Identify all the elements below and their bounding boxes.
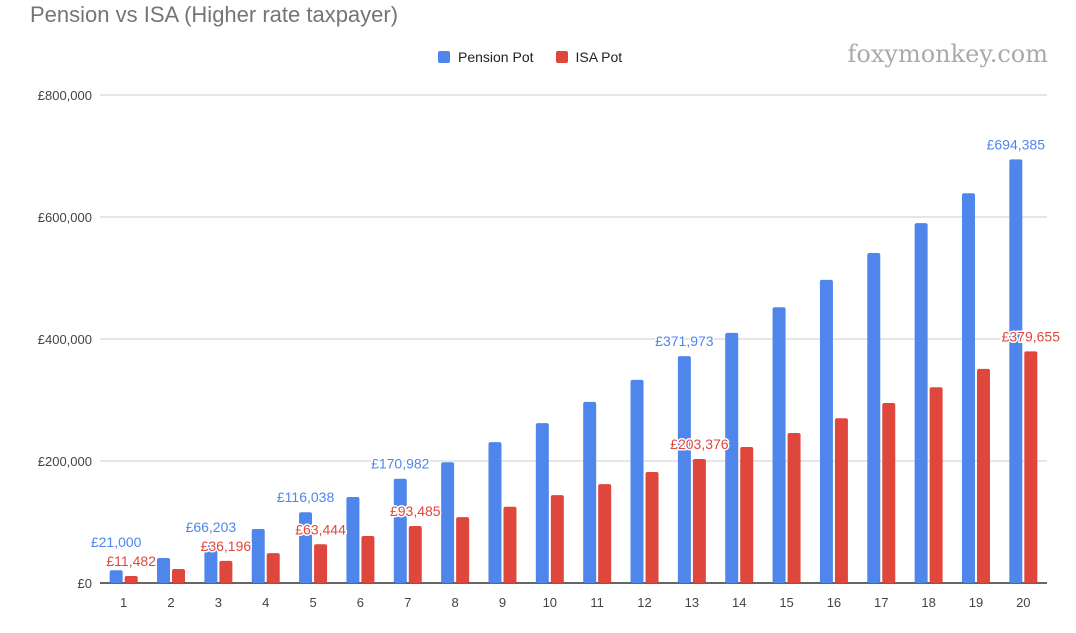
x-tick-label: 12 (637, 595, 651, 610)
x-tick-label: 13 (685, 595, 699, 610)
x-tick-label: 16 (827, 595, 841, 610)
legend-swatch-isa (555, 51, 568, 63)
x-tick-label: 15 (779, 595, 793, 610)
bar-isa (172, 568, 186, 583)
data-label-isa: £63,444 (295, 521, 346, 537)
legend-swatch-pension (438, 51, 450, 63)
bar-pension (725, 332, 739, 583)
data-label-isa: £379,655 (1002, 328, 1061, 344)
data-label-pension: £371,973 (655, 333, 714, 349)
bar-isa (882, 403, 896, 583)
bar-isa (929, 387, 943, 583)
data-label-pension: £694,385 (987, 136, 1046, 152)
chart-title: Pension vs ISA (Higher rate taxpayer) (30, 2, 399, 27)
bar-isa (361, 536, 375, 583)
x-tick-label: 2 (167, 595, 174, 610)
watermark: foxymonkey.com (847, 40, 1048, 68)
bar-isa (976, 368, 990, 583)
bar-pension (867, 252, 881, 584)
data-label-isa: £203,376 (670, 436, 729, 452)
data-label-isa: £36,196 (201, 538, 252, 554)
x-tick-label: 10 (543, 595, 557, 610)
bar-pension (677, 356, 691, 583)
x-tick-label: 14 (732, 595, 746, 610)
bar-pension (583, 401, 597, 583)
bar-pension (488, 442, 502, 583)
bar-pension (772, 307, 786, 583)
bar-isa (219, 560, 233, 583)
bar-isa (550, 495, 564, 583)
x-tick-label: 11 (590, 595, 604, 610)
bar-isa (314, 544, 328, 583)
bar-pension (535, 423, 549, 583)
y-tick-label: £0 (78, 576, 92, 591)
x-tick-label: 6 (357, 595, 364, 610)
bar-pension (109, 570, 123, 583)
bar-pension (393, 478, 407, 583)
x-tick-label: 5 (309, 595, 316, 610)
bar-isa (408, 525, 422, 583)
y-tick-label: £800,000 (38, 88, 92, 103)
x-tick-label: 17 (874, 595, 888, 610)
bar-isa (124, 575, 138, 583)
x-tick-label: 18 (921, 595, 935, 610)
bar-isa (503, 506, 517, 583)
data-label-isa: £93,485 (390, 503, 441, 519)
x-tick-label: 9 (499, 595, 506, 610)
bar-pension (914, 223, 928, 583)
x-tick-label: 20 (1016, 595, 1030, 610)
x-tick-label: 3 (215, 595, 222, 610)
bar-pension (630, 379, 644, 583)
x-tick-label: 8 (452, 595, 459, 610)
data-label-pension: £170,982 (371, 456, 430, 472)
bar-pension (961, 193, 975, 583)
bar-pension (251, 529, 265, 583)
legend: Pension Pot ISA Pot (438, 49, 622, 65)
y-tick-label: £200,000 (38, 454, 92, 469)
x-tick-label: 19 (969, 595, 983, 610)
data-label-pension: £116,038 (277, 489, 335, 505)
bar-pension (299, 512, 313, 583)
legend-label-pension: Pension Pot (458, 49, 534, 65)
bar-isa (1024, 351, 1038, 583)
bar-pension (157, 557, 171, 583)
bar-isa (692, 458, 706, 583)
bar-isa (456, 517, 470, 583)
bar-pension (819, 279, 833, 583)
bar-isa (787, 432, 801, 583)
bar-isa (834, 418, 848, 583)
bar-isa (740, 446, 754, 583)
bar-isa (598, 484, 612, 583)
bar-pension (204, 542, 218, 583)
x-tick-label: 4 (262, 595, 269, 610)
bar-isa (645, 471, 659, 583)
bar-pension (441, 462, 455, 583)
data-label-pension: £21,000 (91, 534, 142, 550)
bar-pension (1009, 159, 1023, 583)
y-tick-label: £600,000 (38, 210, 92, 225)
legend-label-isa: ISA Pot (575, 49, 623, 65)
data-label-isa: £11,482 (106, 553, 156, 569)
bar-isa (266, 553, 280, 583)
x-tick-label: 7 (404, 595, 411, 610)
y-tick-label: £400,000 (38, 332, 92, 347)
bar-pension (346, 496, 360, 583)
x-tick-label: 1 (120, 595, 127, 610)
data-label-pension: £66,203 (186, 519, 237, 535)
